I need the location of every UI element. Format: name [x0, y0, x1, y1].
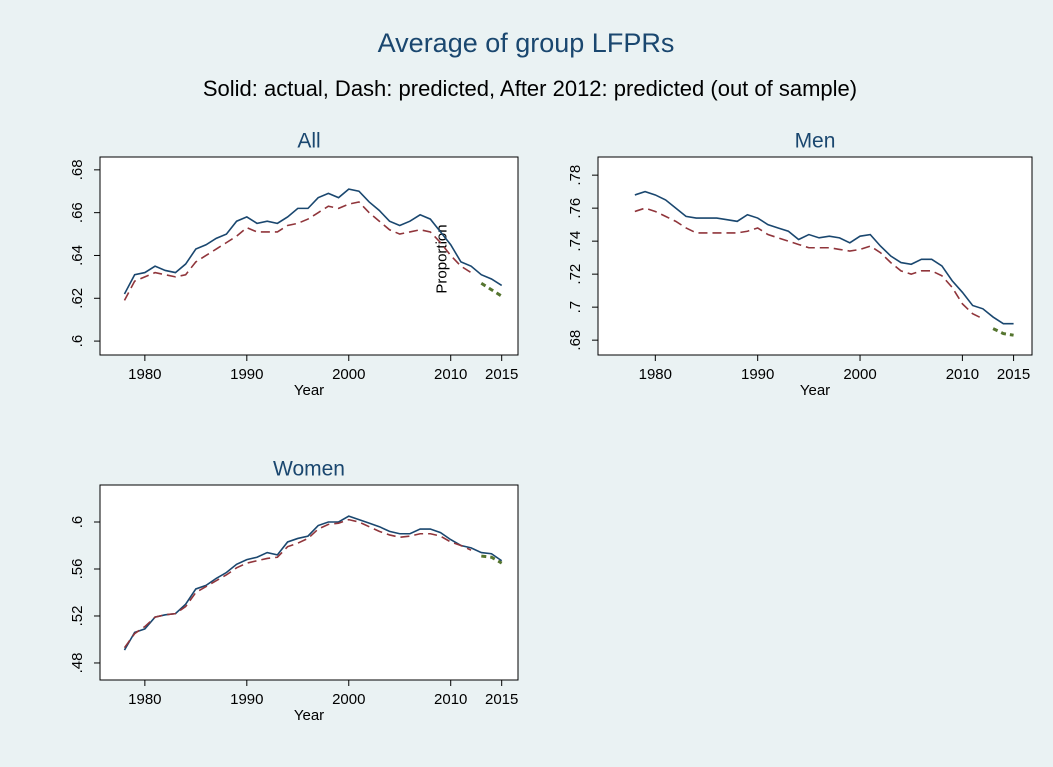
x-tick-label: 2015 [485, 366, 518, 383]
y-tick-label: .78 [567, 165, 584, 186]
x-tick-label: 1990 [230, 691, 263, 708]
x-tick-label: 2000 [332, 366, 365, 383]
x-tick-label: 2015 [485, 691, 518, 708]
y-tick-label: .6 [69, 335, 86, 348]
x-axis-label: Year [294, 707, 324, 724]
y-tick-label: .7 [567, 301, 584, 314]
x-axis-label: Year [800, 382, 830, 399]
y-axis-label: Proportion [434, 224, 451, 293]
panel-title: Men [795, 130, 836, 153]
figure-title: Average of group LFPRs [378, 28, 675, 58]
x-tick-label: 1990 [741, 366, 774, 383]
x-axis-label: Year [294, 382, 324, 399]
x-tick-label: 1990 [230, 366, 263, 383]
x-tick-label: 2010 [434, 691, 467, 708]
figure-subtitle: Solid: actual, Dash: predicted, After 20… [203, 76, 857, 101]
y-tick-label: .68 [567, 330, 584, 351]
series-line [481, 554, 503, 565]
plot-area [597, 156, 1033, 356]
series-line [634, 190, 1014, 325]
y-tick-label: .6 [69, 516, 86, 529]
panel-title: All [297, 130, 320, 153]
x-tick-label: 1980 [639, 366, 672, 383]
series-line [123, 188, 503, 295]
series-line [123, 515, 503, 651]
y-tick-label: .66 [69, 202, 86, 223]
y-tick-label: .48 [69, 653, 86, 674]
x-tick-label: 2010 [946, 366, 979, 383]
series-line [123, 518, 472, 649]
x-tick-label: 2000 [843, 366, 876, 383]
y-tick-label: .64 [69, 245, 86, 266]
plot-area [99, 156, 519, 356]
x-tick-label: 2015 [997, 366, 1030, 383]
y-tick-label: .56 [69, 559, 86, 580]
series-line [123, 201, 472, 301]
plot-area [99, 484, 519, 681]
y-tick-label: .72 [567, 264, 584, 285]
y-tick-label: .74 [567, 231, 584, 252]
panel-title: Women [273, 458, 345, 481]
series-line [634, 207, 984, 320]
series-line [992, 327, 1014, 337]
x-tick-label: 2000 [332, 691, 365, 708]
y-tick-label: .76 [567, 198, 584, 219]
y-tick-label: .68 [69, 159, 86, 180]
y-tick-label: .62 [69, 288, 86, 309]
series-line [480, 282, 503, 298]
x-tick-label: 1980 [128, 691, 161, 708]
y-tick-label: .52 [69, 606, 86, 627]
x-tick-label: 2010 [434, 366, 467, 383]
x-tick-label: 1980 [128, 366, 161, 383]
